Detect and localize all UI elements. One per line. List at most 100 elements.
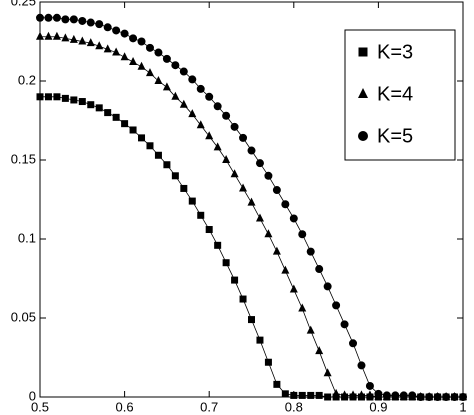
marker [121,120,129,128]
marker [391,391,400,400]
marker [307,391,315,399]
marker [36,93,44,101]
marker [298,230,307,239]
marker [255,159,264,168]
marker [340,320,349,329]
marker [196,120,205,129]
marker [349,390,358,399]
marker [442,393,451,401]
marker [247,197,256,206]
marker [357,390,366,399]
marker [78,36,87,45]
marker [162,54,171,63]
marker [86,38,95,47]
marker [146,142,154,150]
marker [112,113,120,121]
marker [315,391,323,399]
marker [205,226,213,234]
marker [129,126,137,134]
legend-label: K=3 [377,41,413,63]
marker [247,146,256,155]
marker [103,44,112,53]
marker [255,213,264,222]
x-tick-label: 0.7 [200,399,218,414]
marker [332,388,341,397]
legend-label: K=4 [377,83,413,105]
marker [349,339,358,348]
marker [180,184,188,192]
marker [52,13,61,22]
marker [61,15,70,24]
marker [61,33,70,42]
marker [78,16,87,25]
marker [281,390,289,398]
marker [145,68,154,77]
marker [239,295,247,303]
marker [408,391,417,400]
marker [70,96,78,104]
marker [112,47,121,56]
marker [230,122,239,131]
marker [138,134,146,142]
x-tick-label: 0.5 [31,399,49,414]
marker [365,390,374,399]
legend-label: K=5 [377,125,413,147]
marker [36,13,44,22]
marker [323,282,332,291]
marker [289,214,298,223]
marker [332,301,341,310]
marker [163,161,171,169]
marker [281,200,290,209]
x-tick-label: 0.6 [116,399,134,414]
marker [196,84,205,93]
marker [358,131,368,141]
marker [129,57,138,66]
marker [272,246,281,255]
marker [306,247,315,256]
marker [213,102,222,111]
marker [272,186,281,195]
legend: K=3 K=4 K=5 [344,29,456,161]
y-tick-label: 0.25 [11,0,36,8]
marker [315,346,324,355]
marker [87,101,95,109]
marker [239,133,248,142]
marker [78,98,86,106]
marker [214,241,222,249]
marker [44,31,53,40]
marker [248,316,255,324]
marker [425,393,434,401]
marker [340,390,349,399]
marker [264,229,273,238]
marker [315,265,324,274]
marker [120,29,129,38]
marker [36,31,44,40]
marker [44,13,53,22]
plot-frame [39,1,464,398]
marker [306,325,315,334]
marker [323,368,332,377]
marker [154,76,163,84]
marker [433,393,442,401]
marker [264,171,273,180]
marker [239,183,248,192]
x-tick-label: 0.9 [369,399,387,414]
marker [171,91,180,100]
marker [281,265,290,274]
marker [179,67,188,76]
marker [213,142,222,151]
marker [416,393,425,401]
marker [162,82,171,91]
marker [289,284,298,293]
marker [145,43,154,52]
marker [290,391,298,399]
marker [95,41,104,50]
marker [222,259,230,267]
marker [104,109,112,117]
marker [222,155,231,163]
marker [273,380,281,388]
marker [365,381,374,390]
marker [197,211,205,219]
marker [264,358,272,366]
